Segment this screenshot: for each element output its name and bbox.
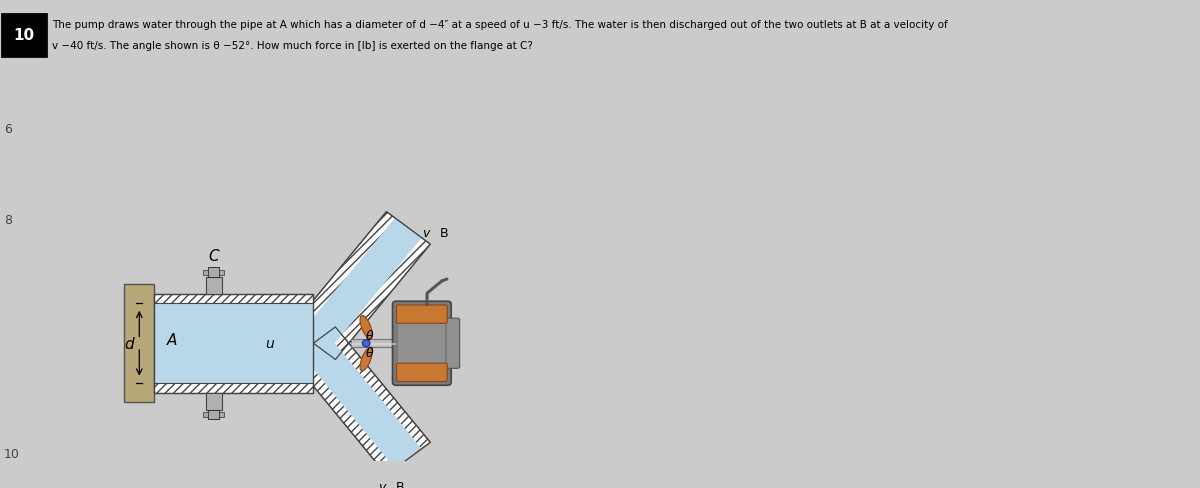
Polygon shape	[292, 327, 431, 475]
Text: $u$: $u$	[265, 337, 275, 350]
Bar	[352, 344, 396, 345]
Bar	[155, 384, 313, 393]
Bar	[125, 285, 155, 403]
Text: B: B	[396, 480, 404, 488]
Polygon shape	[300, 334, 421, 468]
Text: 8: 8	[4, 214, 12, 227]
Text: B: B	[440, 227, 449, 240]
FancyBboxPatch shape	[396, 364, 448, 382]
Ellipse shape	[360, 348, 372, 371]
Bar	[220, 270, 224, 275]
Text: $C$: $C$	[208, 247, 221, 264]
Polygon shape	[292, 212, 431, 360]
Polygon shape	[300, 219, 421, 353]
Bar	[209, 410, 220, 419]
Text: $\theta$: $\theta$	[365, 328, 374, 342]
FancyBboxPatch shape	[2, 15, 46, 57]
Bar	[155, 294, 313, 304]
Text: $v$: $v$	[421, 227, 431, 240]
Bar	[220, 412, 224, 417]
Text: 6: 6	[4, 122, 12, 136]
Bar	[352, 339, 396, 348]
FancyBboxPatch shape	[398, 314, 445, 373]
Ellipse shape	[360, 316, 372, 339]
Circle shape	[362, 340, 370, 347]
Bar	[204, 412, 209, 417]
FancyBboxPatch shape	[445, 319, 460, 368]
Text: $v$: $v$	[378, 480, 388, 488]
Bar	[206, 393, 222, 410]
Bar	[209, 267, 220, 277]
Bar	[125, 285, 155, 403]
Bar	[155, 304, 313, 384]
Text: 10: 10	[13, 28, 35, 43]
Bar	[206, 277, 222, 294]
Bar	[155, 294, 313, 393]
Text: v −40 ft/s. The angle shown is θ −52°. How much force in [lb] is exerted on the : v −40 ft/s. The angle shown is θ −52°. H…	[52, 41, 533, 51]
FancyBboxPatch shape	[396, 305, 448, 324]
Text: $\theta$: $\theta$	[365, 345, 374, 359]
FancyBboxPatch shape	[392, 302, 451, 386]
Text: $d$: $d$	[125, 336, 137, 351]
Circle shape	[364, 342, 368, 346]
Text: $A$: $A$	[166, 332, 179, 348]
Text: 10: 10	[4, 447, 20, 460]
Text: The pump draws water through the pipe at A which has a diameter of d −4″ at a sp: The pump draws water through the pipe at…	[52, 20, 948, 30]
Bar	[204, 270, 209, 275]
